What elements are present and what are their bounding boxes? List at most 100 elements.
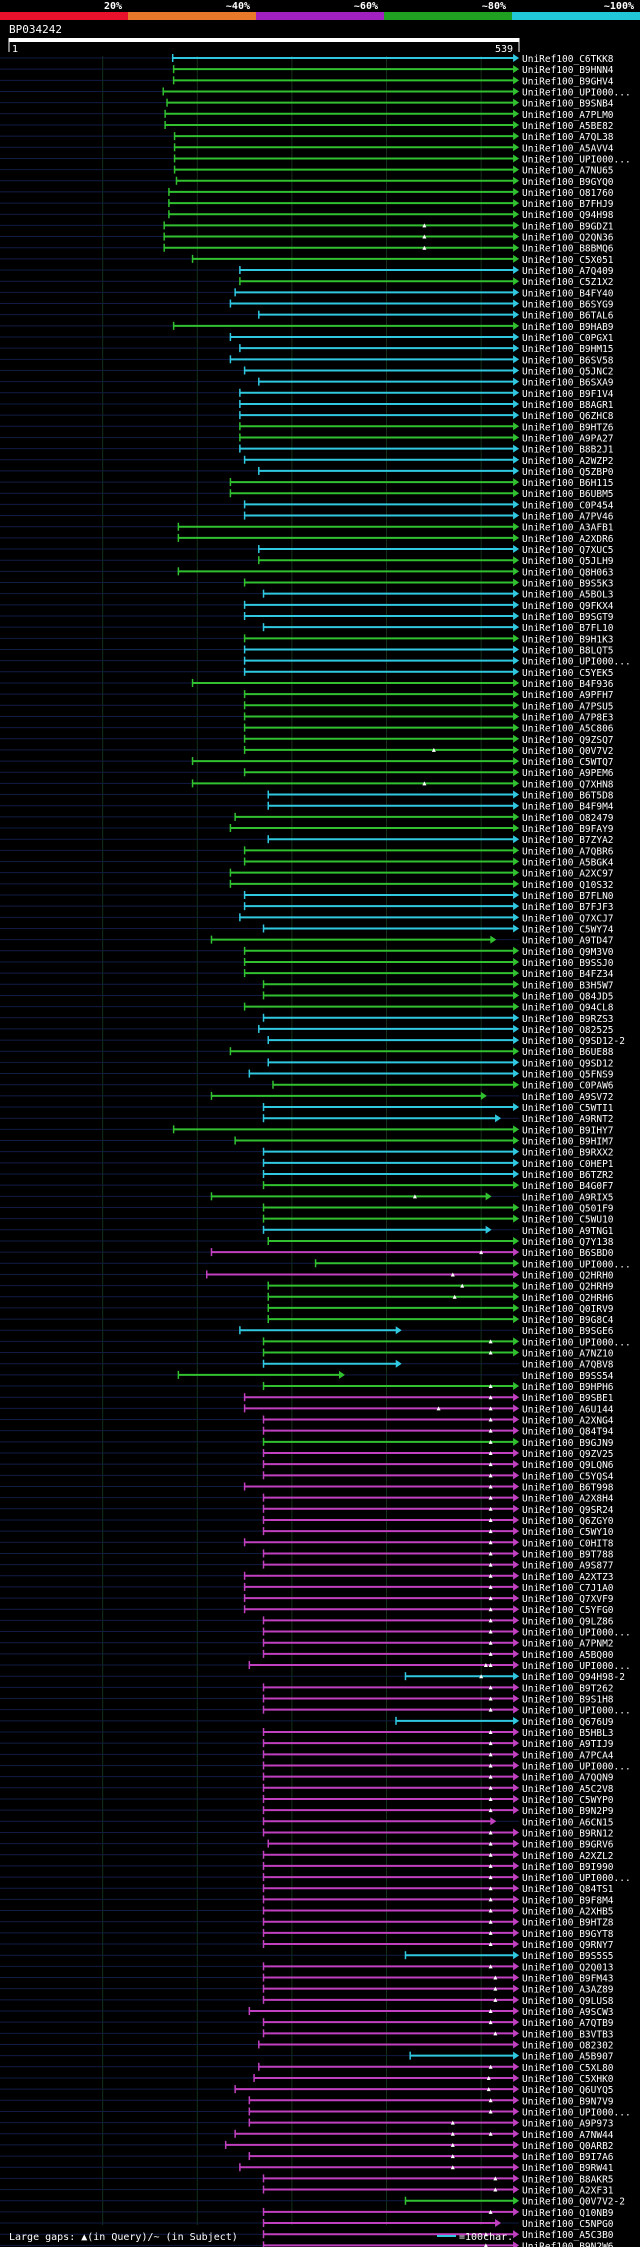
hit-label[interactable]: UniRef100_C5X051 bbox=[522, 255, 614, 266]
hit-label[interactable]: UniRef100_Q0ARB2 bbox=[522, 2141, 614, 2152]
hit-label[interactable]: UniRef100_C5WTQ7 bbox=[522, 757, 614, 768]
hit-label[interactable]: UniRef100_B9GHV4 bbox=[522, 76, 614, 87]
hit-label[interactable]: UniRef100_A7QQN9 bbox=[522, 1773, 614, 1784]
hit-label[interactable]: UniRef100_A9PFH7 bbox=[522, 690, 614, 701]
hit-label[interactable]: UniRef100_A7NW44 bbox=[522, 2130, 614, 2141]
hit-label[interactable]: UniRef100_A7P8E3 bbox=[522, 712, 614, 723]
hit-label[interactable]: UniRef100_UPI000... bbox=[522, 1337, 631, 1348]
hit-label[interactable]: UniRef100_B9IHY7 bbox=[522, 1125, 614, 1136]
hit-label[interactable]: UniRef100_Q94H98 bbox=[522, 210, 614, 221]
hit-label[interactable]: UniRef100_B5HBL3 bbox=[522, 1728, 614, 1739]
hit-label[interactable]: UniRef100_Q6ZGY0 bbox=[522, 1516, 614, 1527]
hit-label[interactable]: UniRef100_B6SXA9 bbox=[522, 378, 614, 389]
hit-label[interactable]: UniRef100_A2XTZ3 bbox=[522, 1572, 614, 1583]
hit-label[interactable]: UniRef100_B9F8M4 bbox=[522, 1895, 614, 1906]
hit-label[interactable]: UniRef100_C5WYP0 bbox=[522, 1795, 614, 1806]
hit-label[interactable]: UniRef100_B8AGR1 bbox=[522, 400, 614, 411]
hit-label[interactable]: UniRef100_Q0IRV9 bbox=[522, 1304, 614, 1315]
hit-label[interactable]: UniRef100_B4G0F7 bbox=[522, 1181, 614, 1192]
hit-label[interactable]: UniRef100_A2XNG4 bbox=[522, 1416, 614, 1427]
hit-label[interactable]: UniRef100_Q9ZSQ7 bbox=[522, 735, 614, 746]
hit-label[interactable]: UniRef100_A7PV46 bbox=[522, 512, 614, 523]
hit-label[interactable]: UniRef100_B6TZR2 bbox=[522, 1170, 614, 1181]
hit-label[interactable]: UniRef100_A7QTB9 bbox=[522, 2018, 614, 2029]
hit-label[interactable]: UniRef100_B7FHJ9 bbox=[522, 199, 614, 210]
hit-label[interactable]: UniRef100_A7QBV8 bbox=[522, 1360, 614, 1371]
hit-label[interactable]: UniRef100_B7FJF3 bbox=[522, 902, 614, 913]
hit-label[interactable]: UniRef100_UPI000... bbox=[522, 87, 631, 98]
hit-label[interactable]: UniRef100_B9S5S5 bbox=[522, 1951, 614, 1962]
hit-label[interactable]: UniRef100_C5WY10 bbox=[522, 1527, 614, 1538]
hit-label[interactable]: UniRef100_C5YEK5 bbox=[522, 668, 614, 679]
hit-label[interactable]: UniRef100_B9S1H8 bbox=[522, 1695, 614, 1706]
hit-label[interactable]: UniRef100_Q0V7V2-2 bbox=[522, 2197, 625, 2208]
hit-label[interactable]: UniRef100_Q10S32 bbox=[522, 880, 614, 891]
hit-label[interactable]: UniRef100_Q7Y138 bbox=[522, 1237, 614, 1248]
hit-label[interactable]: UniRef100_A7QBR6 bbox=[522, 846, 614, 857]
hit-label[interactable]: UniRef100_UPI000... bbox=[522, 1873, 631, 1884]
hit-label[interactable]: UniRef100_B9RW41 bbox=[522, 2163, 614, 2174]
hit-label[interactable]: UniRef100_A6U144 bbox=[522, 1404, 614, 1415]
hit-label[interactable]: UniRef100_B9HPH6 bbox=[522, 1382, 614, 1393]
hit-label[interactable]: UniRef100_B9FM43 bbox=[522, 1974, 614, 1985]
hit-label[interactable]: UniRef100_B9S5K3 bbox=[522, 579, 614, 590]
hit-label[interactable]: UniRef100_B6SBD0 bbox=[522, 1248, 614, 1259]
hit-label[interactable]: UniRef100_Q2HRH9 bbox=[522, 1282, 614, 1293]
hit-label[interactable]: UniRef100_B6UE88 bbox=[522, 1047, 614, 1058]
hit-label[interactable]: UniRef100_B9FAY9 bbox=[522, 824, 614, 835]
hit-label[interactable]: UniRef100_Q84TS1 bbox=[522, 1884, 614, 1895]
hit-label[interactable]: UniRef100_Q9LUS8 bbox=[522, 1996, 614, 2007]
hit-label[interactable]: UniRef100_B9SGT9 bbox=[522, 612, 614, 623]
hit-label[interactable]: UniRef100_A2XZL2 bbox=[522, 1851, 614, 1862]
hit-label[interactable]: UniRef100_Q9SD12-2 bbox=[522, 1036, 625, 1047]
hit-label[interactable]: UniRef100_A5AVV4 bbox=[522, 143, 614, 154]
hit-label[interactable]: UniRef100_B9HM15 bbox=[522, 344, 614, 355]
hit-label[interactable]: UniRef100_B9GYQ0 bbox=[522, 177, 614, 188]
hit-label[interactable]: UniRef100_B6TAL6 bbox=[522, 311, 614, 322]
hit-label[interactable]: UniRef100_A9PA27 bbox=[522, 433, 614, 444]
hit-label[interactable]: UniRef100_B4F936 bbox=[522, 679, 614, 690]
hit-label[interactable]: UniRef100_B6H115 bbox=[522, 478, 614, 489]
hit-label[interactable]: UniRef100_B9HIM7 bbox=[522, 1137, 614, 1148]
hit-label[interactable]: UniRef100_B9SGE6 bbox=[522, 1326, 614, 1337]
hit-label[interactable]: UniRef100_C5YFG0 bbox=[522, 1605, 614, 1616]
hit-label[interactable]: UniRef100_C5WY74 bbox=[522, 924, 614, 935]
hit-label[interactable]: UniRef100_UPI000... bbox=[522, 1661, 631, 1672]
hit-label[interactable]: UniRef100_B6T5D8 bbox=[522, 791, 614, 802]
hit-label[interactable]: UniRef100_Q94H98-2 bbox=[522, 1672, 625, 1683]
hit-label[interactable]: UniRef100_B3H5W7 bbox=[522, 980, 614, 991]
hit-label[interactable]: UniRef100_O81760 bbox=[522, 188, 614, 199]
hit-label[interactable]: UniRef100_B9HNN4 bbox=[522, 65, 614, 76]
hit-label[interactable]: UniRef100_B9G8C4 bbox=[522, 1315, 614, 1326]
hit-label[interactable]: UniRef100_B7FL10 bbox=[522, 623, 614, 634]
hit-label[interactable]: UniRef100_A3AZ89 bbox=[522, 1985, 614, 1996]
hit-label[interactable]: UniRef100_Q9LZ86 bbox=[522, 1616, 614, 1627]
hit-label[interactable]: UniRef100_Q501F9 bbox=[522, 1203, 614, 1214]
hit-label[interactable]: UniRef100_A9RIX5 bbox=[522, 1192, 614, 1203]
hit-label[interactable]: UniRef100_B8LQT5 bbox=[522, 645, 614, 656]
hit-label[interactable]: UniRef100_B9I990 bbox=[522, 1862, 614, 1873]
hit-label[interactable]: UniRef100_Q94CL8 bbox=[522, 1003, 614, 1014]
hit-label[interactable]: UniRef100_Q9LQN6 bbox=[522, 1460, 614, 1471]
hit-label[interactable]: UniRef100_A7QL38 bbox=[522, 132, 614, 143]
hit-label[interactable]: UniRef100_Q5JNC2 bbox=[522, 366, 614, 377]
hit-label[interactable]: UniRef100_B9SSJ0 bbox=[522, 958, 614, 969]
hit-label[interactable]: UniRef100_A7PNM2 bbox=[522, 1639, 614, 1650]
hit-label[interactable]: UniRef100_Q2HRH6 bbox=[522, 1293, 614, 1304]
hit-label[interactable]: UniRef100_B9I7A6 bbox=[522, 2152, 614, 2163]
hit-label[interactable]: UniRef100_A9TIJ9 bbox=[522, 1739, 614, 1750]
hit-label[interactable]: UniRef100_A2XHB5 bbox=[522, 1907, 614, 1918]
hit-label[interactable]: UniRef100_A2XF31 bbox=[522, 2186, 614, 2197]
hit-label[interactable]: UniRef100_C0HEP1 bbox=[522, 1159, 614, 1170]
hit-label[interactable]: UniRef100_O82479 bbox=[522, 813, 614, 824]
hit-label[interactable]: UniRef100_Q9SD12 bbox=[522, 1058, 614, 1069]
hit-label[interactable]: UniRef100_C5WTI1 bbox=[522, 1103, 614, 1114]
hit-label[interactable]: UniRef100_C5NPG0 bbox=[522, 2219, 614, 2230]
hit-label[interactable]: UniRef100_Q9RNY7 bbox=[522, 1940, 614, 1951]
hit-label[interactable]: UniRef100_UPI000... bbox=[522, 1761, 631, 1772]
hit-label[interactable]: UniRef100_Q7XHN8 bbox=[522, 779, 614, 790]
hit-label[interactable]: UniRef100_B9HTZ6 bbox=[522, 422, 614, 433]
hit-label[interactable]: UniRef100_A9TD47 bbox=[522, 936, 614, 947]
hit-label[interactable]: UniRef100_B9T262 bbox=[522, 1683, 614, 1694]
hit-label[interactable]: UniRef100_B9T788 bbox=[522, 1549, 614, 1560]
